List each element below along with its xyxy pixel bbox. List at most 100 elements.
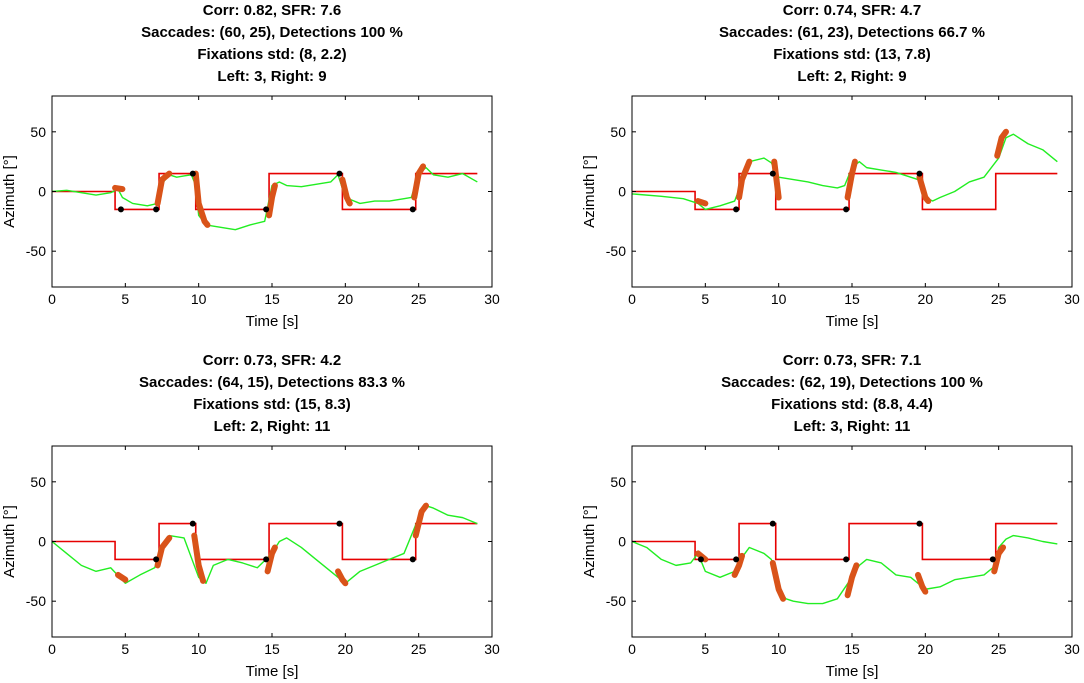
x-tick-label: 25 bbox=[991, 291, 1007, 307]
detection-point bbox=[336, 170, 343, 177]
detection-point bbox=[336, 520, 343, 527]
x-tick-label: 10 bbox=[191, 291, 207, 307]
x-tick-label: 5 bbox=[121, 291, 129, 307]
detection-point bbox=[153, 206, 160, 213]
saccade-segment bbox=[916, 174, 932, 205]
chart-panel-3: Corr: 0.73, SFR: 4.2 Saccades: (64, 15), … bbox=[1, 352, 500, 680]
detection-point bbox=[263, 206, 270, 213]
detection-point bbox=[263, 556, 270, 563]
x-tick-label: 25 bbox=[991, 641, 1007, 657]
x-tick-label: 0 bbox=[628, 641, 636, 657]
saccade-segment bbox=[339, 176, 353, 207]
x-tick-label: 0 bbox=[48, 641, 56, 657]
detection-point bbox=[189, 520, 196, 527]
x-tick-label: 20 bbox=[338, 291, 354, 307]
x-tick-label: 15 bbox=[264, 641, 280, 657]
gaze-line bbox=[52, 166, 478, 231]
axes-box bbox=[631, 95, 1073, 288]
y-tick-label: 50 bbox=[610, 474, 626, 490]
detection-point bbox=[916, 170, 923, 177]
saccade-segment bbox=[154, 170, 173, 207]
x-axis-label: Time [s] bbox=[246, 663, 299, 680]
x-tick-label: 10 bbox=[191, 641, 207, 657]
chart-title-line: Corr: 0.74, SFR: 4.7 bbox=[783, 2, 921, 19]
chart-title-line: Left: 3, Right: 9 bbox=[217, 68, 326, 85]
chart-title-line: Fixations std: (8.8, 4.4) bbox=[771, 396, 933, 413]
y-tick-label: 50 bbox=[610, 124, 626, 140]
saccade-segment bbox=[191, 532, 207, 584]
saccade-segment bbox=[411, 163, 427, 201]
x-axis-label: Time [s] bbox=[826, 663, 879, 680]
saccade-segment bbox=[844, 562, 860, 599]
x-tick-label: 5 bbox=[701, 641, 709, 657]
target-line bbox=[52, 522, 478, 561]
detection-point bbox=[769, 170, 776, 177]
chart-title-line: Fixations std: (13, 7.8) bbox=[773, 46, 931, 63]
x-tick-label: 5 bbox=[701, 291, 709, 307]
saccade-segment bbox=[736, 158, 753, 201]
y-axis-label: Azimuth [°] bbox=[581, 505, 598, 578]
chart-title-line: Saccades: (62, 19), Detections 100 % bbox=[721, 374, 983, 391]
detection-point bbox=[733, 206, 740, 213]
axes-box bbox=[631, 445, 1073, 638]
detection-point bbox=[843, 206, 850, 213]
x-tick-label: 25 bbox=[411, 641, 427, 657]
x-tick-label: 0 bbox=[48, 291, 56, 307]
x-tick-label: 20 bbox=[918, 291, 934, 307]
detection-point bbox=[733, 556, 740, 563]
x-tick-label: 10 bbox=[771, 641, 787, 657]
chart-title-line: Corr: 0.73, SFR: 7.1 bbox=[783, 352, 921, 369]
saccade-segment bbox=[915, 571, 929, 595]
x-tick-label: 25 bbox=[411, 291, 427, 307]
saccade-segment bbox=[264, 544, 278, 575]
plot-area bbox=[52, 163, 478, 231]
saccade-segment bbox=[266, 182, 278, 219]
chart-title-line: Left: 2, Right: 11 bbox=[214, 418, 331, 435]
chart-panel-2: Corr: 0.74, SFR: 4.7 Saccades: (61, 23), … bbox=[581, 2, 1080, 330]
y-tick-label: -50 bbox=[26, 243, 46, 259]
chart-title-line: Saccades: (64, 15), Detections 83.3 % bbox=[139, 374, 405, 391]
detection-point bbox=[409, 206, 416, 213]
x-tick-label: 10 bbox=[771, 291, 787, 307]
x-tick-label: 15 bbox=[844, 291, 860, 307]
chart-title-line: Corr: 0.73, SFR: 4.2 bbox=[203, 352, 341, 369]
detection-point bbox=[409, 556, 416, 563]
x-tick-label: 15 bbox=[264, 291, 280, 307]
chart-title-line: Corr: 0.82, SFR: 7.6 bbox=[203, 2, 341, 19]
x-tick-label: 30 bbox=[484, 291, 500, 307]
plot-area bbox=[632, 128, 1058, 213]
detection-point bbox=[697, 556, 704, 563]
detection-point bbox=[916, 520, 923, 527]
saccade-segment bbox=[695, 198, 709, 207]
x-tick-label: 30 bbox=[484, 641, 500, 657]
chart-panel-1: Corr: 0.82, SFR: 7.6 Saccades: (60, 25), … bbox=[1, 2, 500, 330]
saccade-segment bbox=[192, 170, 211, 228]
x-tick-label: 30 bbox=[1064, 291, 1080, 307]
saccade-segment bbox=[112, 184, 126, 193]
x-tick-label: 15 bbox=[844, 641, 860, 657]
saccade-segment bbox=[412, 502, 429, 539]
detection-point bbox=[769, 520, 776, 527]
x-tick-label: 5 bbox=[121, 641, 129, 657]
saccade-segment bbox=[844, 158, 858, 201]
axes-box bbox=[51, 445, 493, 638]
x-axis-label: Time [s] bbox=[246, 313, 299, 330]
detection-point bbox=[843, 556, 850, 563]
plot-area bbox=[632, 520, 1058, 605]
saccade-segment bbox=[994, 128, 1009, 159]
y-axis-label: Azimuth [°] bbox=[1, 155, 18, 228]
chart-title-line: Saccades: (60, 25), Detections 100 % bbox=[141, 24, 403, 41]
y-tick-label: 0 bbox=[618, 534, 626, 550]
plot-area bbox=[52, 502, 478, 587]
y-tick-label: 0 bbox=[38, 184, 46, 200]
x-tick-label: 20 bbox=[338, 641, 354, 657]
y-axis-label: Azimuth [°] bbox=[1, 505, 18, 578]
x-tick-label: 20 bbox=[918, 641, 934, 657]
y-tick-label: 0 bbox=[38, 534, 46, 550]
target-line bbox=[632, 172, 1058, 211]
x-tick-label: 0 bbox=[628, 291, 636, 307]
chart-title-line: Saccades: (61, 23), Detections 66.7 % bbox=[719, 24, 985, 41]
y-tick-label: 50 bbox=[30, 474, 46, 490]
y-tick-label: 0 bbox=[618, 184, 626, 200]
